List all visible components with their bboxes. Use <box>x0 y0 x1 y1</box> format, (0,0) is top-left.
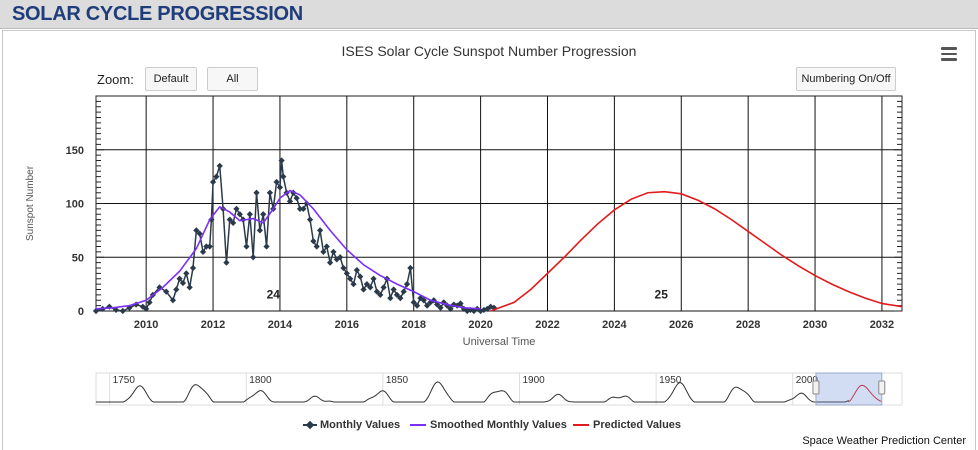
navigator-tick-label: 1900 <box>522 375 545 386</box>
y-tick-label: 50 <box>72 252 84 264</box>
y-tick-label: 150 <box>66 145 84 157</box>
legend-monthly-marker-icon <box>303 420 317 430</box>
x-tick-label: 2012 <box>201 319 225 331</box>
zoom-all-button[interactable]: All <box>207 67 258 91</box>
monthly-value-point <box>423 302 431 309</box>
monthly-value-point <box>407 264 414 272</box>
navigator-frame <box>95 372 903 406</box>
monthly-value-point <box>360 286 367 293</box>
monthly-value-point <box>236 211 243 218</box>
monthly-value-point <box>357 273 364 280</box>
predicted-values-line <box>490 190 903 312</box>
x-tick-label: 2030 <box>803 319 827 331</box>
monthly-value-point <box>350 281 357 288</box>
credit-text: Space Weather Prediction Center <box>802 435 966 447</box>
navigator-predicted-line <box>847 384 882 403</box>
navigator-tick-label: 1750 <box>113 375 136 386</box>
navigator-handle[interactable] <box>812 380 820 395</box>
legend-smoothed-line-icon <box>410 424 426 426</box>
monthly-value-point <box>447 305 454 312</box>
legend: Monthly Values Smoothed Monthly Values P… <box>0 419 978 433</box>
x-axis-title: Universal Time <box>463 336 536 348</box>
x-tick-label: 2014 <box>268 319 293 331</box>
y-axis-title: Sunspot Number <box>25 165 36 241</box>
x-tick-label: 2028 <box>736 319 760 331</box>
chart-title: ISES Solar Cycle Sunspot Number Progress… <box>341 43 637 59</box>
monthly-value-point <box>403 281 411 288</box>
monthly-value-point <box>209 178 217 186</box>
monthly-value-point <box>367 284 374 291</box>
cycle-number-label: 24 <box>267 288 281 302</box>
monthly-value-point <box>420 297 427 304</box>
x-tick-label: 2010 <box>134 319 158 331</box>
monthly-value-point <box>437 304 444 311</box>
monthly-value-point <box>286 198 294 205</box>
navigator-tick-label: 1850 <box>386 375 409 386</box>
monthly-value-point <box>216 162 223 169</box>
monthly-value-point <box>340 264 347 272</box>
x-tick-label: 2020 <box>468 319 492 331</box>
numbering-toggle-button[interactable]: Numbering On/Off <box>796 67 896 91</box>
legend-label: Monthly Values <box>320 419 401 431</box>
x-tick-label: 2024 <box>602 319 627 331</box>
monthly-value-point <box>380 284 387 291</box>
monthly-value-point <box>326 259 334 266</box>
monthly-value-point <box>243 243 250 250</box>
legend-predicted-line-icon <box>573 424 589 426</box>
x-tick-label: 2018 <box>401 319 425 331</box>
monthly-value-point <box>370 275 377 282</box>
monthly-value-point <box>343 270 350 277</box>
monthly-value-point <box>363 281 371 288</box>
y-tick-label: 100 <box>66 199 84 211</box>
monthly-value-point <box>353 267 360 274</box>
x-tick-label: 2032 <box>870 319 894 331</box>
cycle-number-label: 25 <box>655 288 669 302</box>
navigator-selection <box>815 372 883 406</box>
x-tick-label: 2016 <box>335 319 359 331</box>
legend-label: Predicted Values <box>593 419 682 431</box>
smoothed-values-line <box>95 189 481 310</box>
monthly-value-point <box>413 302 421 309</box>
monthly-value-point <box>410 299 417 306</box>
monthly-value-point <box>397 294 404 302</box>
page-title: SOLAR CYCLE PROGRESSION <box>12 3 303 25</box>
monthly-value-point <box>400 288 407 295</box>
y-tick-label: 0 <box>78 306 84 318</box>
monthly-value-point <box>457 300 464 307</box>
navigator-tick-label: 1800 <box>249 375 272 386</box>
x-tick-label: 2026 <box>669 319 693 331</box>
monthly-value-point <box>387 294 394 302</box>
monthly-value-point <box>250 254 257 261</box>
monthly-value-point <box>377 291 384 298</box>
navigator-history-line <box>96 381 849 403</box>
monthly-value-point <box>390 286 397 293</box>
monthly-value-point <box>373 288 381 295</box>
menu-icon[interactable] <box>941 47 957 61</box>
page-header: SOLAR CYCLE PROGRESSION <box>0 0 978 29</box>
x-tick-label: 2022 <box>535 319 559 331</box>
monthly-value-point <box>203 243 210 250</box>
zoom-label: Zoom: <box>97 72 134 87</box>
legend-label: Smoothed Monthly Values <box>430 419 567 431</box>
navigator-handle[interactable] <box>878 380 886 395</box>
navigator-tick-label: 1950 <box>659 375 682 386</box>
monthly-value-point <box>347 275 354 282</box>
zoom-default-button[interactable]: Default <box>145 67 197 91</box>
navigator-tick-label: 2000 <box>796 375 819 386</box>
monthly-value-point <box>393 291 401 298</box>
